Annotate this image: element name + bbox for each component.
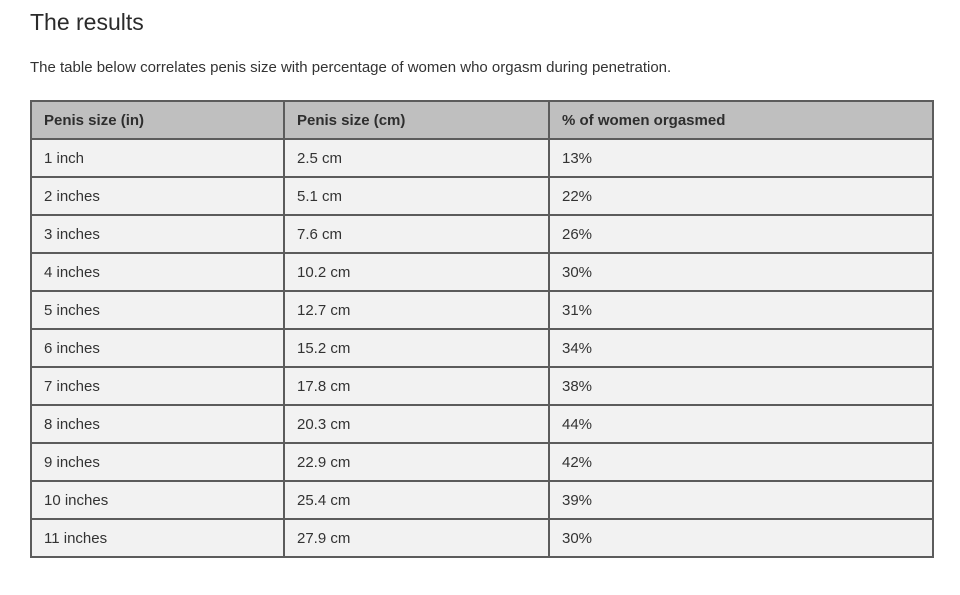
table-row: 4 inches 10.2 cm 30% [30, 252, 934, 293]
column-header-percent-women-orgasmed: % of women orgasmed [548, 100, 934, 141]
table-cell: 44% [548, 404, 934, 445]
table-cell: 30% [548, 252, 934, 293]
table-cell: 3 inches [30, 214, 285, 255]
table-row: 1 inch 2.5 cm 13% [30, 138, 934, 179]
table-cell: 34% [548, 328, 934, 369]
table-cell: 39% [548, 480, 934, 521]
table-cell: 2 inches [30, 176, 285, 217]
table-cell: 1 inch [30, 138, 285, 179]
table-row: 6 inches 15.2 cm 34% [30, 328, 934, 369]
results-table: Penis size (in) Penis size (cm) % of wom… [30, 100, 934, 559]
page-title: The results [30, 9, 144, 35]
table-body: 1 inch 2.5 cm 13% 2 inches 5.1 cm 22% 3 inches… [30, 138, 934, 559]
table-cell: 10 inches [30, 480, 285, 521]
table-row: 5 inches 12.7 cm 31% [30, 290, 934, 331]
table-cell: 17.8 cm [283, 366, 550, 407]
table-cell: 25.4 cm [283, 480, 550, 521]
table-cell: 5 inches [30, 290, 285, 331]
table-row: 7 inches 17.8 cm 38% [30, 366, 934, 407]
column-header-penis-size-in: Penis size (in) [30, 100, 285, 141]
table-cell: 26% [548, 214, 934, 255]
table-row: 11 inches 27.9 cm 30% [30, 518, 934, 559]
table-row: 2 inches 5.1 cm 22% [30, 176, 934, 217]
table-cell: 20.3 cm [283, 404, 550, 445]
table-cell: 7 inches [30, 366, 285, 407]
table-cell: 22% [548, 176, 934, 217]
table-cell: 13% [548, 138, 934, 179]
table-header-row: Penis size (in) Penis size (cm) % of wom… [30, 100, 934, 141]
table-cell: 6 inches [30, 328, 285, 369]
table-cell: 31% [548, 290, 934, 331]
table-cell: 42% [548, 442, 934, 483]
table-cell: 8 inches [30, 404, 285, 445]
table-row: 10 inches 25.4 cm 39% [30, 480, 934, 521]
table-cell: 22.9 cm [283, 442, 550, 483]
table-cell: 2.5 cm [283, 138, 550, 179]
page-description: The table below correlates penis size wi… [30, 58, 672, 76]
table-row: 9 inches 22.9 cm 42% [30, 442, 934, 483]
table-cell: 30% [548, 518, 934, 559]
table-row: 3 inches 7.6 cm 26% [30, 214, 934, 255]
table-cell: 38% [548, 366, 934, 407]
column-header-penis-size-cm: Penis size (cm) [283, 100, 550, 141]
table-cell: 27.9 cm [283, 518, 550, 559]
table-cell: 12.7 cm [283, 290, 550, 331]
table-cell: 5.1 cm [283, 176, 550, 217]
table-row: 8 inches 20.3 cm 44% [30, 404, 934, 445]
table-cell: 7.6 cm [283, 214, 550, 255]
table-cell: 15.2 cm [283, 328, 550, 369]
table-cell: 9 inches [30, 442, 285, 483]
table-cell: 4 inches [30, 252, 285, 293]
table-cell: 11 inches [30, 518, 285, 559]
table-cell: 10.2 cm [283, 252, 550, 293]
